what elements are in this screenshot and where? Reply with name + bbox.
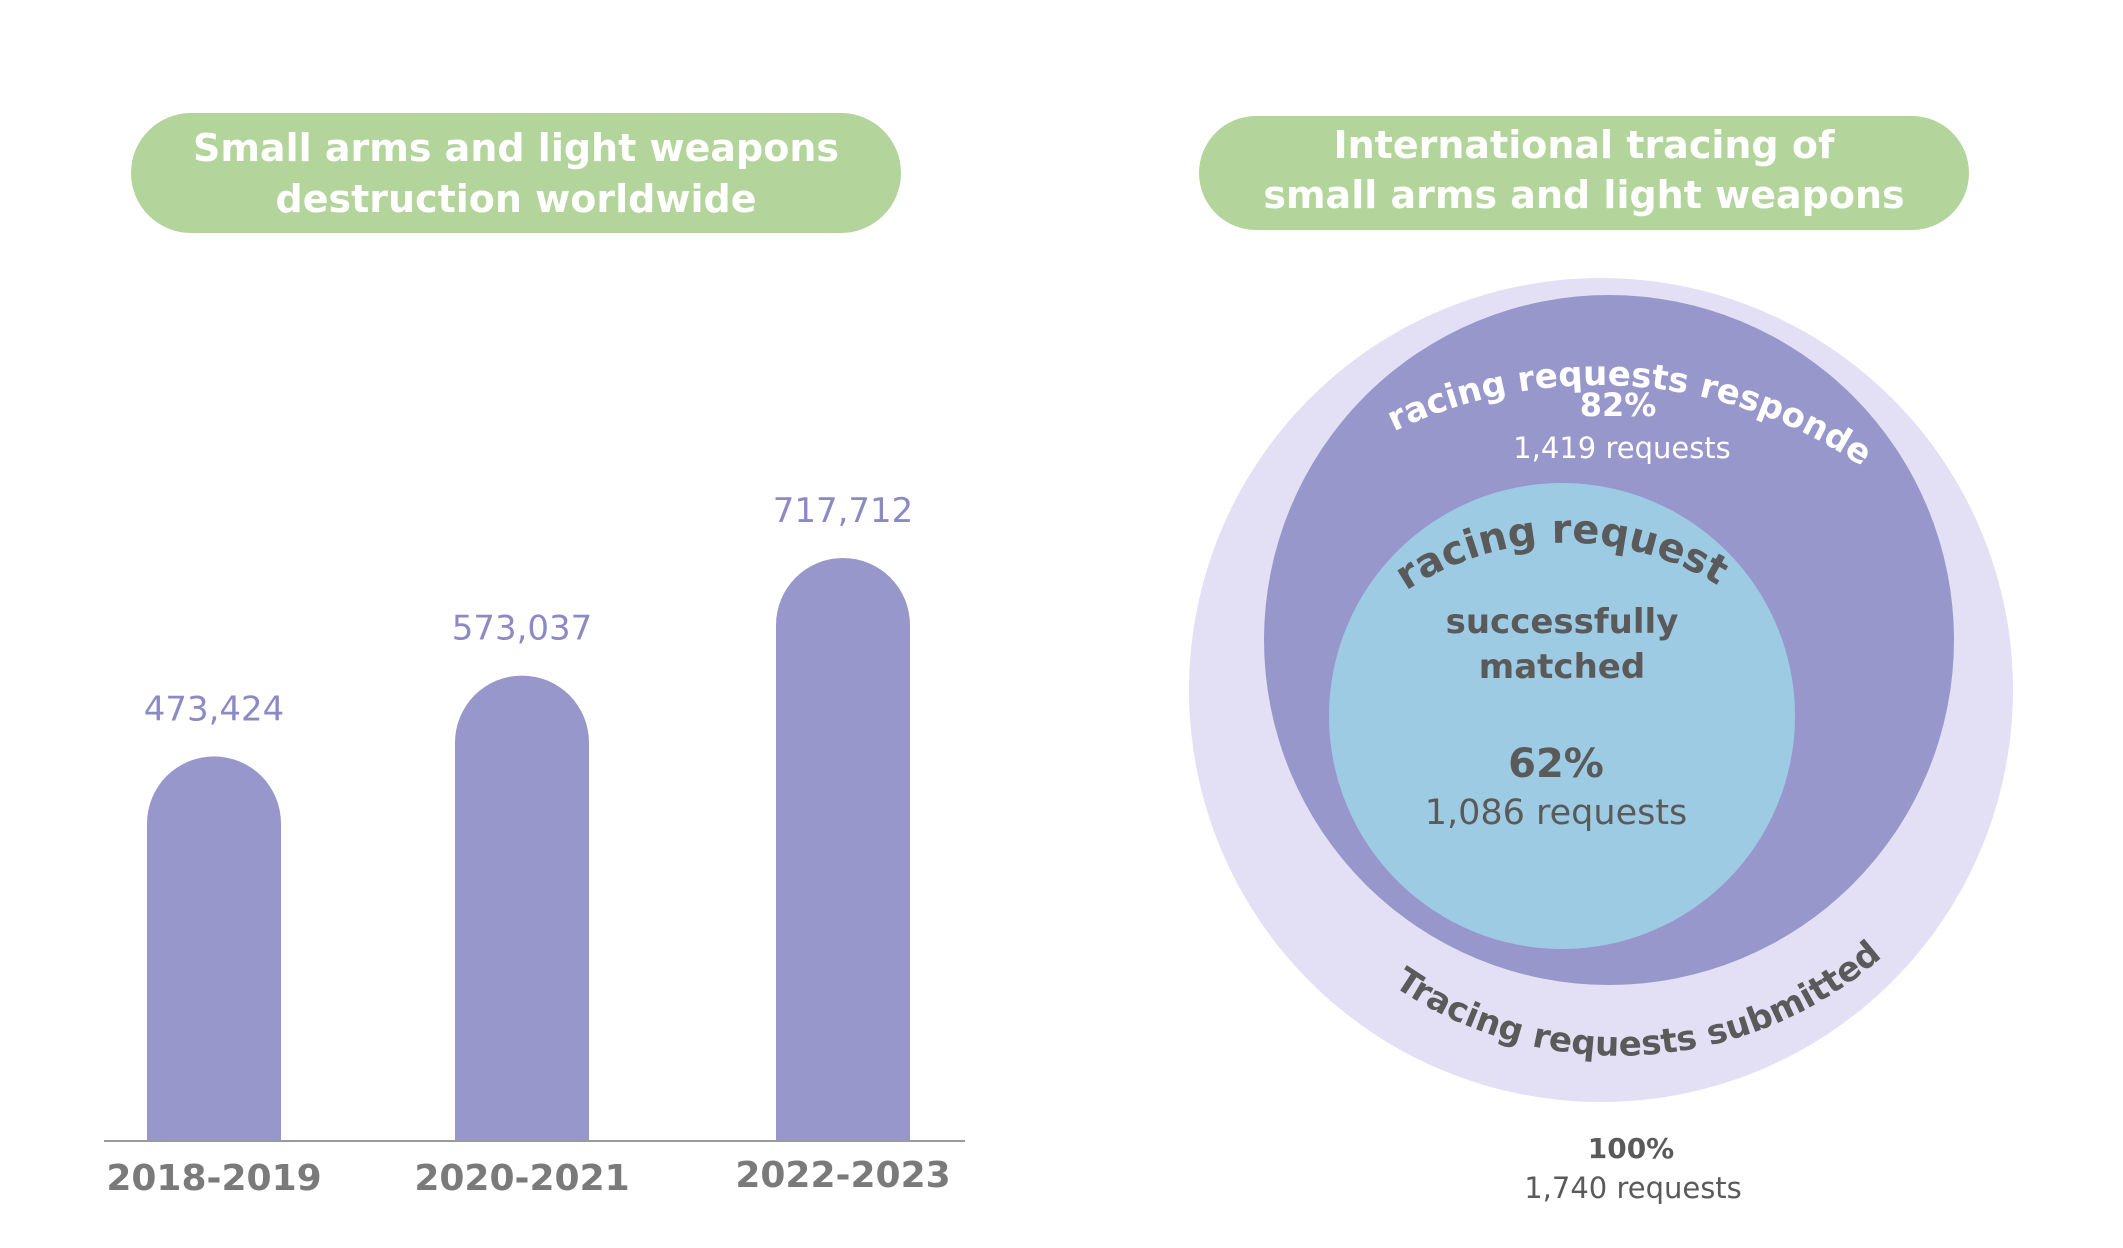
bars: 473,424 2018-2019 573,037 2020-2021 717,712 2… [106,491,950,1199]
bar-2022-2023 [776,558,910,1141]
bar-value-label: 717,712 [773,491,914,531]
tracing-title-line-2: small arms and light weapons [1263,173,1904,217]
bar-value-label: 573,037 [452,609,593,649]
bar-chart: Small arms and light weapons destruction… [104,113,965,1199]
matched-percent: 62% [1508,741,1604,787]
bar-2020-2021 [455,675,589,1141]
matched-count: 1,086 requests [1425,793,1688,833]
bar-2018-2019 [147,756,281,1141]
x-tick-label: 2020-2021 [414,1158,629,1199]
bar-chart-title-line-2: destruction worldwide [276,177,757,221]
inner-circle-matched [1329,483,1795,949]
tracing-title-line-1: International tracing of [1333,123,1835,167]
bar-chart-title-pill [131,113,901,233]
submitted-percent: 100% [1588,1132,1675,1165]
responded-count: 1,419 requests [1513,431,1731,465]
matched-label-line-2: successfully [1446,602,1679,642]
bar-value-label: 473,424 [144,689,285,729]
tracing-title-pill [1199,116,1969,230]
submitted-count: 1,740 requests [1524,1171,1742,1205]
responded-percent: 82% [1580,386,1657,424]
matched-label-line-3: matched [1479,647,1645,687]
x-tick-label: 2018-2019 [106,1158,321,1199]
bar-chart-title-line-1: Small arms and light weapons [193,126,839,170]
x-tick-label: 2022-2023 [735,1155,950,1196]
